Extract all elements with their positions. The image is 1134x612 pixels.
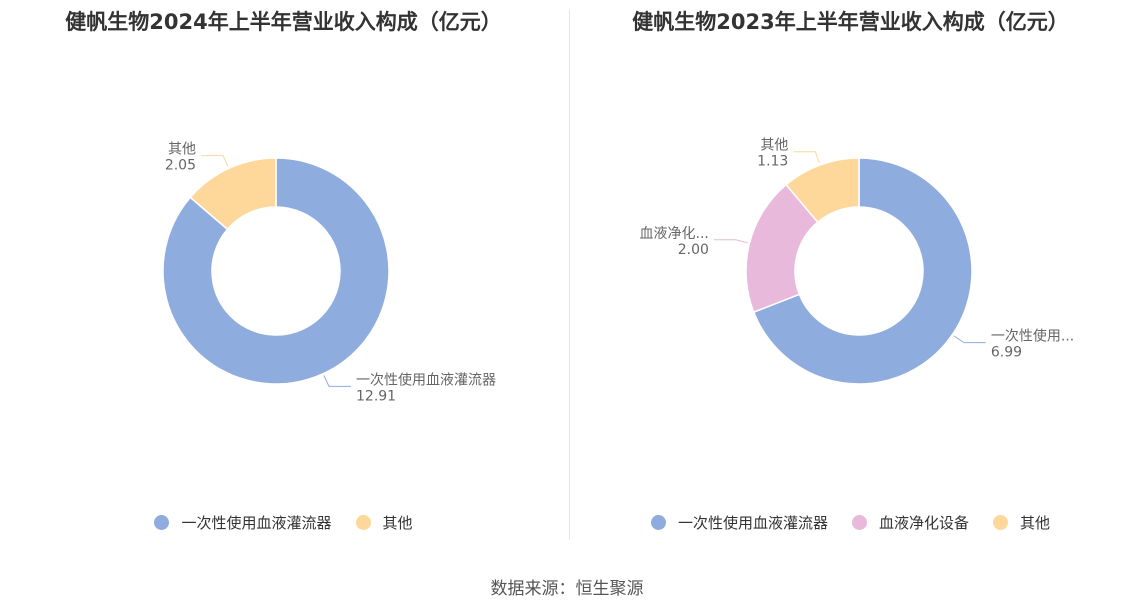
- slice-value-label: 12.91: [356, 388, 396, 404]
- label-leader-line: [323, 375, 352, 387]
- legend-item[interactable]: 其他: [355, 512, 413, 533]
- chart-panel-2023: 健帆生物2023年上半年营业收入构成（亿元） 一次性使用... 6.99 血液净化.…: [567, 0, 1134, 545]
- slice-value-label: 2.05: [165, 158, 196, 174]
- slice-category-label: 其他: [168, 142, 196, 158]
- slice-category-label: 其他: [760, 138, 788, 154]
- legend-dot: [650, 515, 666, 530]
- legend-item[interactable]: 血液净化设备: [851, 512, 969, 533]
- legend: 一次性使用血液灌流器 血液净化设备 其他: [567, 512, 1134, 533]
- label-leader-line: [793, 151, 820, 164]
- legend-item[interactable]: 其他: [993, 512, 1050, 533]
- label-leader-line: [713, 239, 748, 244]
- slice-category-label: 一次性使用血液灌流器: [356, 371, 496, 388]
- legend-label: 其他: [382, 514, 413, 532]
- legend-item[interactable]: 一次性使用血液灌流器: [154, 512, 332, 533]
- chart-title: 健帆生物2024年上半年营业收入构成（亿元）: [65, 10, 502, 34]
- legend-dot: [851, 515, 867, 530]
- slice-category-label: 一次性使用...: [991, 328, 1074, 345]
- donut-chart-2023: 一次性使用...6.99 血液净化...2.00 其他1.13: [640, 138, 1074, 385]
- label-leader-line: [953, 335, 986, 344]
- label-leader-line: [200, 155, 229, 167]
- pie-slice[interactable]: [189, 157, 277, 231]
- slice-value-label: 1.13: [757, 154, 788, 170]
- legend-label: 一次性使用血液灌流器: [677, 514, 828, 532]
- legend-dot: [993, 515, 1008, 530]
- pie-slice[interactable]: [752, 157, 973, 385]
- legend-label: 一次性使用血液灌流器: [181, 514, 332, 532]
- slice-category-label: 血液净化...: [640, 226, 709, 242]
- slice-value-label: 6.99: [991, 345, 1022, 361]
- pie-slice[interactable]: [785, 157, 860, 224]
- legend-item[interactable]: 一次性使用血液灌流器: [650, 512, 828, 533]
- legend-dot: [355, 515, 371, 530]
- panel-divider: [569, 10, 570, 540]
- slice-value-label: 2.00: [678, 242, 709, 258]
- legend: 一次性使用血液灌流器 其他: [0, 512, 567, 533]
- legend-label: 血液净化设备: [878, 514, 969, 532]
- pie-slice[interactable]: [162, 157, 390, 385]
- chart-panel-2024: 健帆生物2024年上半年营业收入构成（亿元） 一次性使用血液灌流器 12.91 其他…: [0, 0, 567, 545]
- legend-dot: [154, 515, 170, 530]
- data-source: 数据来源：恒生聚源: [490, 579, 644, 599]
- legend-label: 其他: [1020, 514, 1051, 532]
- chart-title: 健帆生物2023年上半年营业收入构成（亿元）: [632, 10, 1069, 34]
